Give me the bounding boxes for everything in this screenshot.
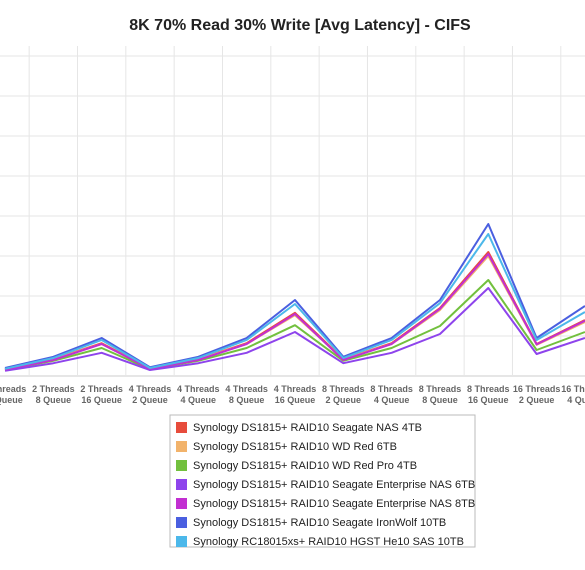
x-tick-line: 8 Queue — [36, 395, 72, 405]
x-tick-line: 4 Threads — [177, 384, 220, 394]
x-tick-label: 4 Threads 8 Queue — [225, 384, 268, 405]
series-line — [4, 287, 585, 372]
x-tick-label: 4 Threads 4 Queue — [177, 384, 220, 405]
x-tick-label: 2 Threads 16 Queue — [80, 384, 123, 405]
x-tick-line: 8 Threads — [322, 384, 365, 394]
legend-label: Synology RC18015xs+ RAID10 HGST He10 SAS… — [193, 536, 464, 548]
x-tick-line: 4 Queue — [181, 395, 217, 405]
legend-label: Synology DS1815+ RAID10 WD Red Pro 4TB — [193, 460, 417, 472]
x-tick-line: 2 Queue — [326, 395, 362, 405]
x-tick-line: 8 Queue — [229, 395, 265, 405]
x-tick-line: 2 Queue — [132, 395, 168, 405]
legend-box — [169, 414, 476, 548]
legend-swatch — [176, 460, 187, 471]
x-tick-line: 16 Queue — [468, 395, 509, 405]
legend-label: Synology DS1815+ RAID10 Seagate Enterpri… — [193, 479, 475, 491]
legend-label: Synology DS1815+ RAID10 Seagate Enterpri… — [193, 498, 475, 510]
legend-swatch — [176, 479, 187, 490]
x-tick-label: 8 Threads 4 Queue — [370, 384, 413, 405]
legend-label: Synology DS1815+ RAID10 WD Red 6TB — [193, 441, 397, 453]
x-tick-line: 4 Threads — [129, 384, 172, 394]
x-tick-line: 16 Queue — [275, 395, 316, 405]
x-tick-line: 16 Threads — [561, 384, 585, 394]
legend-label: Synology DS1815+ RAID10 Seagate IronWolf… — [193, 517, 446, 529]
series-line — [4, 223, 585, 369]
chart-title: 8K 70% Read 30% Write [Avg Latency] - CI… — [129, 17, 471, 34]
x-tick-line: 4 Queue — [0, 395, 23, 405]
x-tick-line: 4 Queue — [567, 395, 585, 405]
series-line — [4, 253, 585, 371]
series-line — [4, 279, 585, 371]
series-line — [4, 251, 585, 371]
x-tick-line: 2 Threads — [0, 384, 26, 394]
x-tick-label: 8 Threads 8 Queue — [419, 384, 462, 405]
x-tick-line: 8 Threads — [370, 384, 413, 394]
x-tick-line: 8 Threads — [467, 384, 510, 394]
x-tick-label: 4 Threads 2 Queue — [129, 384, 172, 405]
x-tick-line: 2 Threads — [32, 384, 75, 394]
x-tick-label: 16 Threads 2 Queue — [513, 384, 561, 405]
legend-label: Synology DS1815+ RAID10 Seagate NAS 4TB — [193, 422, 422, 434]
legend-swatch — [176, 422, 187, 433]
legend-swatch — [176, 498, 187, 509]
series-line — [4, 233, 585, 370]
x-tick-line: 8 Threads — [419, 384, 462, 394]
x-tick-line: 2 Threads — [80, 384, 123, 394]
x-tick-label: 8 Threads 16 Queue — [467, 384, 510, 405]
x-tick-line: 4 Queue — [374, 395, 410, 405]
legend-swatch — [176, 441, 187, 452]
x-tick-line: 8 Queue — [422, 395, 458, 405]
x-tick-label: 4 Threads 16 Queue — [274, 384, 317, 405]
legend-swatch — [176, 517, 187, 528]
legend-swatch — [176, 536, 187, 547]
x-tick-label: 2 Threads 8 Queue — [32, 384, 75, 405]
x-tick-label: 8 Threads 2 Queue — [322, 384, 365, 405]
x-tick-line: 16 Queue — [81, 395, 122, 405]
x-tick-line: 4 Threads — [225, 384, 268, 394]
x-tick-line: 2 Queue — [519, 395, 555, 405]
x-tick-line: 16 Threads — [513, 384, 561, 394]
x-tick-line: 4 Threads — [274, 384, 317, 394]
